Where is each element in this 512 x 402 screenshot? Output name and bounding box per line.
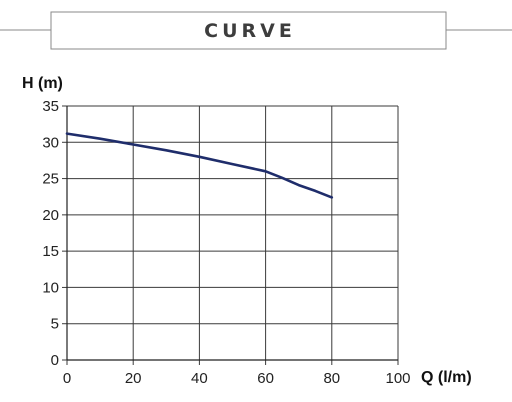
x-tick-label: 0 [63,370,71,387]
y-tick-label: 0 [51,352,59,369]
series-line-1 [65,132,334,199]
grid-lines [67,105,399,360]
header-banner: CURVE [0,11,512,50]
y-axis-title: H (m) [22,75,63,92]
y-tick-label: 20 [42,207,59,224]
x-tick-label: 80 [323,370,340,387]
y-tick-label: 25 [42,171,59,188]
y-tick-label: 35 [42,98,59,115]
y-tick-label: 30 [42,134,59,151]
series-group [65,132,334,199]
x-axis-title: Q (l/m) [421,369,472,386]
x-tick-label: 20 [125,370,142,387]
y-tick-label: 10 [42,279,59,296]
x-tick-label: 40 [191,370,208,387]
y-tick-label: 15 [42,243,59,260]
y-tick-label: 5 [51,316,59,333]
x-tick-label: 60 [257,370,274,387]
x-tick-label: 100 [385,370,410,387]
chart-title: CURVE [204,20,296,42]
axes [62,105,399,365]
tick-labels: 0 5 10 15 20 25 30 35 0 20 40 60 80 100 [42,98,410,387]
